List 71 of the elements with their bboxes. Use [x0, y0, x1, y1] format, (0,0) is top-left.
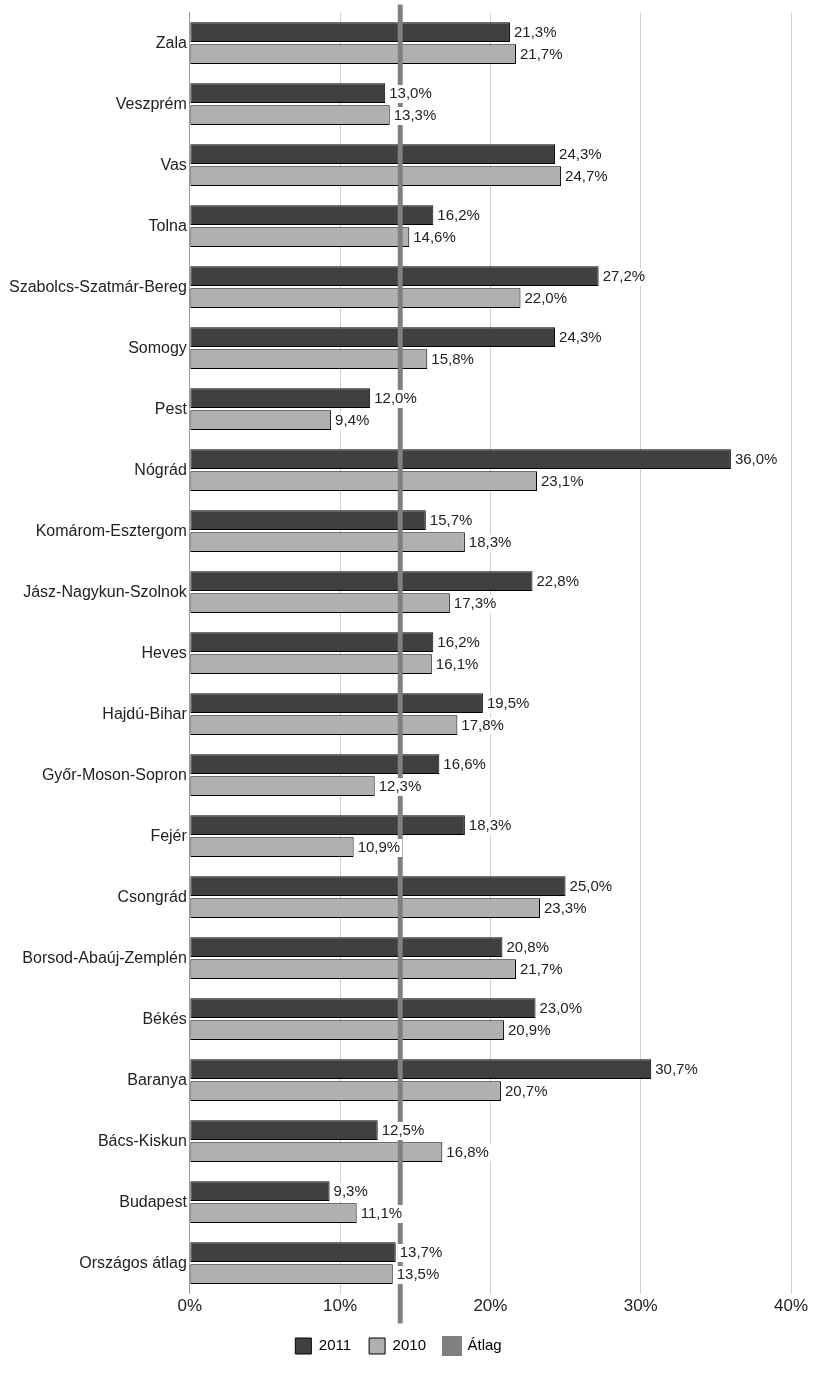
y-tick-label: Veszprém [115, 94, 187, 112]
data-label: 18,3% [468, 533, 512, 551]
data-label: 24,3% [559, 328, 602, 346]
data-label: 22,0% [524, 289, 568, 307]
data-label: 13,0% [389, 84, 432, 102]
data-label: 16,2% [437, 633, 480, 651]
data-label: 13,7% [399, 1243, 443, 1261]
data-label: 21,7% [519, 960, 563, 978]
y-tick-label: Országos átlag [79, 1253, 187, 1271]
data-label: 27,2% [602, 267, 646, 285]
data-label: 24,7% [565, 167, 608, 185]
y-tick-label: Nógrád [134, 460, 187, 478]
x-tick-label: 0% [177, 1296, 203, 1316]
data-label: 24,3% [559, 145, 602, 163]
data-label: 20,9% [507, 1021, 551, 1039]
data-label: 21,3% [513, 23, 557, 41]
data-label: 13,5% [396, 1265, 440, 1283]
y-tick-label: Békés [142, 1009, 187, 1027]
data-label: 30,7% [655, 1060, 698, 1078]
y-tick-label: Pest [154, 399, 188, 417]
y-tick-label: Baranya [127, 1070, 187, 1088]
data-label: 16,6% [443, 755, 486, 773]
data-label: 9,3% [333, 1182, 368, 1200]
y-tick-label: Szabolcs-Szatmár-Bereg [9, 277, 187, 295]
data-label: 13,3% [393, 106, 437, 124]
data-label: 10,9% [357, 838, 401, 856]
y-tick-label: Zala [155, 33, 187, 51]
data-label: 12,3% [378, 777, 422, 795]
y-tick-label: Győr-Moson-Sopron [41, 765, 187, 783]
y-tick-label: Heves [141, 643, 187, 661]
data-label: 9,4% [335, 411, 370, 429]
data-label: 23,3% [544, 899, 587, 917]
y-tick-label: Fejér [150, 826, 188, 844]
y-tick-label: Borsod-Abaúj-Zemplén [22, 948, 187, 966]
data-label: 22,8% [536, 572, 580, 590]
data-label: 15,7% [429, 511, 473, 529]
data-label: 23,1% [541, 472, 584, 490]
data-label: 12,0% [374, 389, 417, 407]
y-tick-label: Tolna [148, 216, 187, 234]
y-tick-label: Bács-Kiskun [97, 1131, 187, 1149]
data-label: 16,1% [435, 655, 479, 673]
data-label: 16,8% [446, 1143, 489, 1161]
data-label: 18,3% [468, 816, 512, 834]
y-tick-label: Komárom-Esztergom [35, 521, 187, 539]
data-label: 17,8% [461, 716, 504, 734]
x-tick-label: 30% [623, 1296, 658, 1316]
data-label: 20,8% [506, 938, 549, 956]
y-tick-label: Budapest [119, 1192, 188, 1210]
data-label: 20,7% [504, 1082, 548, 1100]
data-label: 16,2% [437, 206, 480, 224]
data-label: 17,3% [453, 594, 497, 612]
data-label: 25,0% [569, 877, 613, 895]
data-label: 14,6% [413, 228, 456, 246]
y-tick-label: Somogy [128, 338, 187, 356]
data-label: 36,0% [734, 450, 778, 468]
x-tick-label: 10% [323, 1296, 358, 1316]
y-tick-label: Hajdú-Bihar [102, 704, 188, 722]
data-label: 21,7% [519, 45, 563, 63]
legend-label: 2010 [392, 1336, 426, 1354]
y-tick-label: Jász-Nagykun-Szolnok [23, 582, 188, 600]
legend-label: Átlag [467, 1336, 502, 1354]
legend-label: 2011 [318, 1336, 352, 1354]
x-tick-label: 20% [473, 1296, 508, 1316]
data-label: 15,8% [431, 350, 474, 368]
data-label: 19,5% [486, 694, 530, 712]
data-label: 11,1% [360, 1204, 403, 1222]
data-label: 23,0% [539, 999, 583, 1017]
y-tick-label: Csongrád [117, 887, 187, 905]
x-tick-label: 40% [773, 1296, 809, 1316]
y-tick-label: Vas [160, 155, 187, 173]
data-label: 12,5% [381, 1121, 425, 1139]
